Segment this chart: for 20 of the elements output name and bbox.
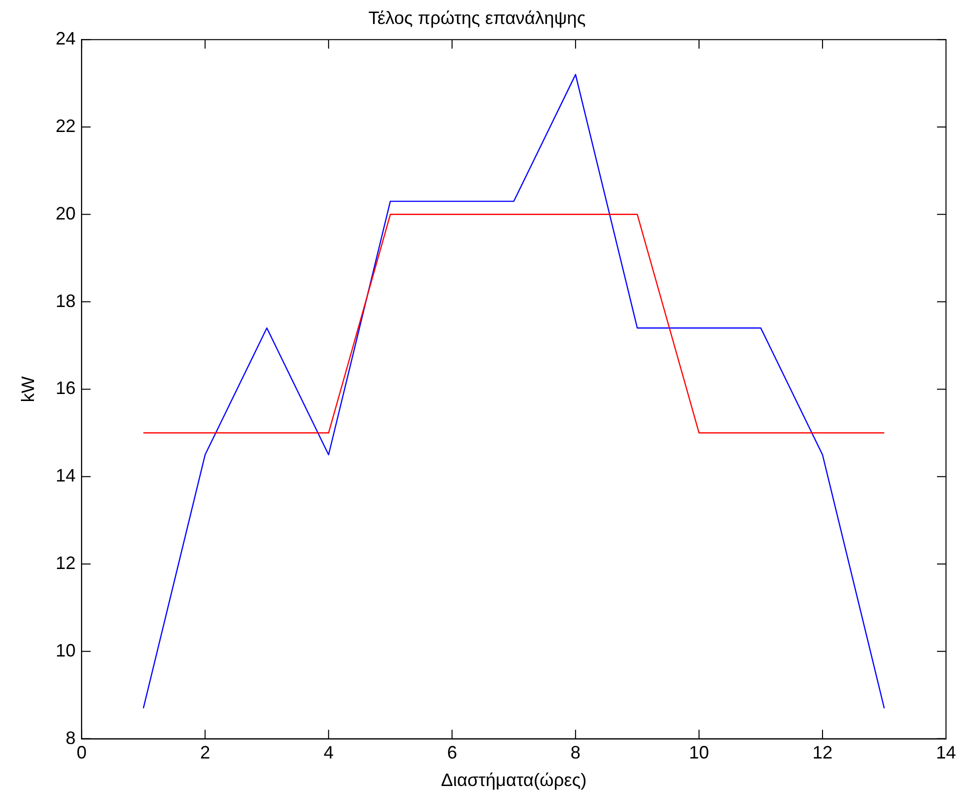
y-tick-label: 14: [56, 466, 76, 486]
x-tick-label: 12: [812, 742, 833, 763]
x-tick-label: 14: [936, 742, 956, 763]
x-tick-label: 10: [689, 742, 710, 763]
y-tick-label: 20: [56, 203, 76, 224]
chart-title: Τέλος πρώτης επανάληψης: [368, 8, 586, 28]
y-tick-label: 10: [56, 640, 76, 660]
x-tick-label: 0: [76, 742, 87, 763]
x-tick-label: 2: [200, 742, 210, 763]
y-tick-label: 24: [56, 28, 76, 49]
x-tick-label: 6: [447, 742, 458, 763]
y-axis-title: kW: [18, 376, 38, 402]
y-tick-label: 12: [56, 552, 76, 573]
x-tick-label: 4: [324, 742, 334, 763]
x-axis-title: Διαστήματα(ώρες): [440, 770, 587, 790]
y-tick-label: 22: [56, 116, 76, 136]
y-tick-label: 18: [56, 290, 76, 311]
y-tick-label: 16: [56, 378, 76, 398]
x-tick-label: 8: [570, 742, 581, 763]
y-tick-label: 8: [66, 728, 76, 748]
